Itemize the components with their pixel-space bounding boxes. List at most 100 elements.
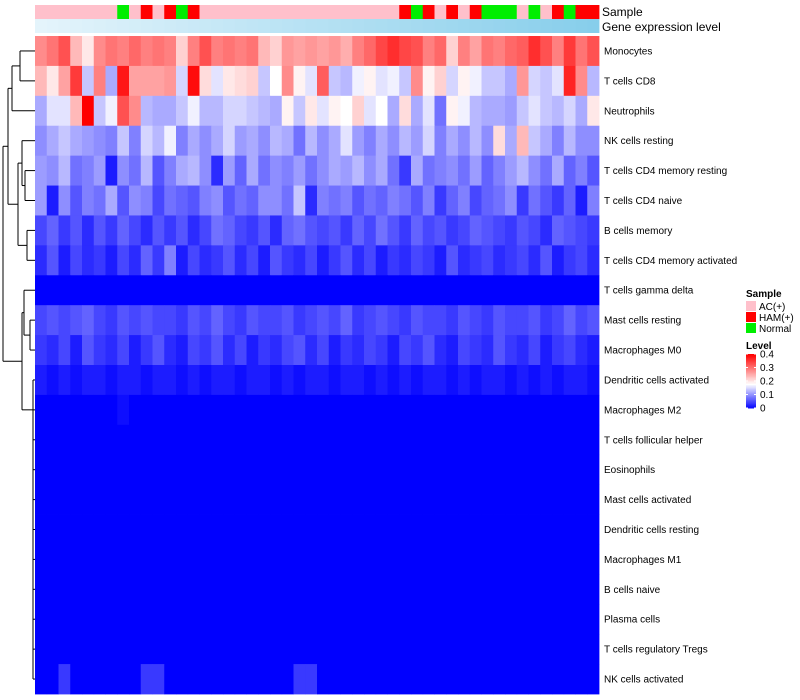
- heatmap-cell: [469, 305, 482, 336]
- heatmap-cell: [223, 484, 236, 515]
- annotation-track-labels: Sample Gene expression level: [602, 5, 721, 34]
- heatmap-cell: [575, 484, 588, 515]
- heatmap-cell: [187, 514, 200, 545]
- legend-colorbar-segment: [746, 394, 756, 397]
- heatmap-cell: [399, 125, 412, 157]
- heatmap-cell: [328, 394, 341, 426]
- heatmap-cell: [528, 215, 541, 246]
- heatmap-cell: [164, 544, 177, 575]
- heatmap-cell: [70, 664, 83, 695]
- heatmap-cell: [293, 604, 306, 635]
- heatmap-cell: [35, 544, 48, 575]
- heatmap-cell: [293, 215, 306, 246]
- heatmap-cell: [505, 155, 518, 186]
- sample-annotation-cell: [317, 5, 330, 19]
- heatmap-cell: [422, 155, 435, 186]
- expression-annotation-cell: [587, 19, 600, 33]
- legend-tick-label: 0.2: [760, 377, 774, 388]
- heatmap-cell: [364, 215, 377, 246]
- row-label: Macrophages M2: [604, 405, 682, 416]
- heatmap-cell: [258, 185, 271, 216]
- heatmap-cell: [528, 185, 541, 216]
- sample-annotation-cell: [199, 5, 212, 19]
- legend-colorbar-segment: [746, 371, 756, 374]
- expression-annotation-cell: [58, 19, 71, 33]
- heatmap-cell: [187, 365, 200, 396]
- heatmap-cell: [270, 514, 283, 545]
- sample-annotation-cell: [58, 5, 71, 19]
- legend-tick-label: 0.3: [760, 363, 774, 374]
- heatmap-cell: [223, 514, 236, 545]
- heatmap-cell: [375, 484, 388, 515]
- heatmap-cell: [305, 125, 318, 157]
- heatmap-cell: [563, 484, 576, 515]
- heatmap-cell: [469, 215, 482, 246]
- heatmap-cell: [481, 634, 494, 665]
- heatmap-cell: [140, 275, 153, 306]
- heatmap-cell: [446, 544, 459, 575]
- heatmap-cell: [258, 335, 271, 366]
- expression-annotation-cell: [46, 19, 59, 33]
- heatmap-cell: [528, 335, 541, 366]
- legend-sample-label: HAM(+): [759, 313, 794, 324]
- heatmap-cell: [411, 275, 424, 306]
- heatmap-cell: [152, 95, 165, 127]
- heatmap-cell: [340, 514, 353, 545]
- expression-annotation-cell: [199, 19, 212, 33]
- heatmap-cell: [70, 634, 83, 665]
- heatmap-cell: [317, 335, 330, 366]
- heatmap-cell: [399, 394, 412, 426]
- heatmap-cell: [328, 424, 341, 456]
- heatmap-cell: [505, 454, 518, 486]
- heatmap-cell: [481, 335, 494, 366]
- heatmap-cell: [70, 484, 83, 515]
- heatmap-cell: [552, 335, 565, 366]
- sample-annotation-cell: [575, 5, 588, 19]
- heatmap-cell: [140, 335, 153, 366]
- legend-colorbar-segment: [746, 397, 756, 400]
- heatmap-cell: [434, 95, 447, 127]
- heatmap-cell: [293, 484, 306, 515]
- heatmap-cell: [199, 604, 212, 635]
- heatmap-cell: [305, 484, 318, 515]
- heatmap-cell: [481, 604, 494, 635]
- heatmap-cell: [152, 484, 165, 515]
- heatmap-cell: [375, 454, 388, 486]
- heatmap-cell: [516, 664, 529, 695]
- heatmap-cell: [340, 484, 353, 515]
- heatmap-cell: [223, 215, 236, 246]
- heatmap-cell: [458, 95, 471, 127]
- heatmap-cell: [552, 424, 565, 456]
- heatmap-cell: [434, 275, 447, 306]
- heatmap-cell: [411, 65, 424, 97]
- heatmap-cell: [387, 365, 400, 396]
- expression-annotation-cell: [458, 19, 471, 33]
- row-label: T cells follicular helper: [604, 435, 703, 446]
- heatmap-cell: [82, 604, 95, 635]
- heatmap-cell: [352, 365, 365, 396]
- legend-colorbar-segment: [746, 375, 756, 378]
- heatmap-cell: [328, 36, 341, 67]
- heatmap-cell: [223, 95, 236, 127]
- heatmap-cell: [82, 245, 95, 276]
- sample-annotation-cell: [305, 5, 318, 19]
- heatmap-cell: [469, 454, 482, 486]
- heatmap-cell: [364, 664, 377, 695]
- heatmap-cell: [223, 664, 236, 695]
- sample-annotation-cell: [187, 5, 200, 19]
- heatmap-cell: [258, 514, 271, 545]
- heatmap-cell: [505, 424, 518, 456]
- expression-annotation-cell: [164, 19, 177, 33]
- expression-annotation-cell: [575, 19, 588, 33]
- heatmap-cell: [364, 365, 377, 396]
- heatmap-cell: [82, 36, 95, 67]
- heatmap-cell: [317, 185, 330, 216]
- sample-annotation-cell: [422, 5, 435, 19]
- sample-annotation-cell: [528, 5, 541, 19]
- heatmap-cell: [328, 275, 341, 306]
- heatmap-cell: [281, 185, 294, 216]
- heatmap-cell: [82, 664, 95, 695]
- heatmap-cell: [563, 275, 576, 306]
- heatmap-cell: [93, 215, 106, 246]
- heatmap-cell: [364, 36, 377, 67]
